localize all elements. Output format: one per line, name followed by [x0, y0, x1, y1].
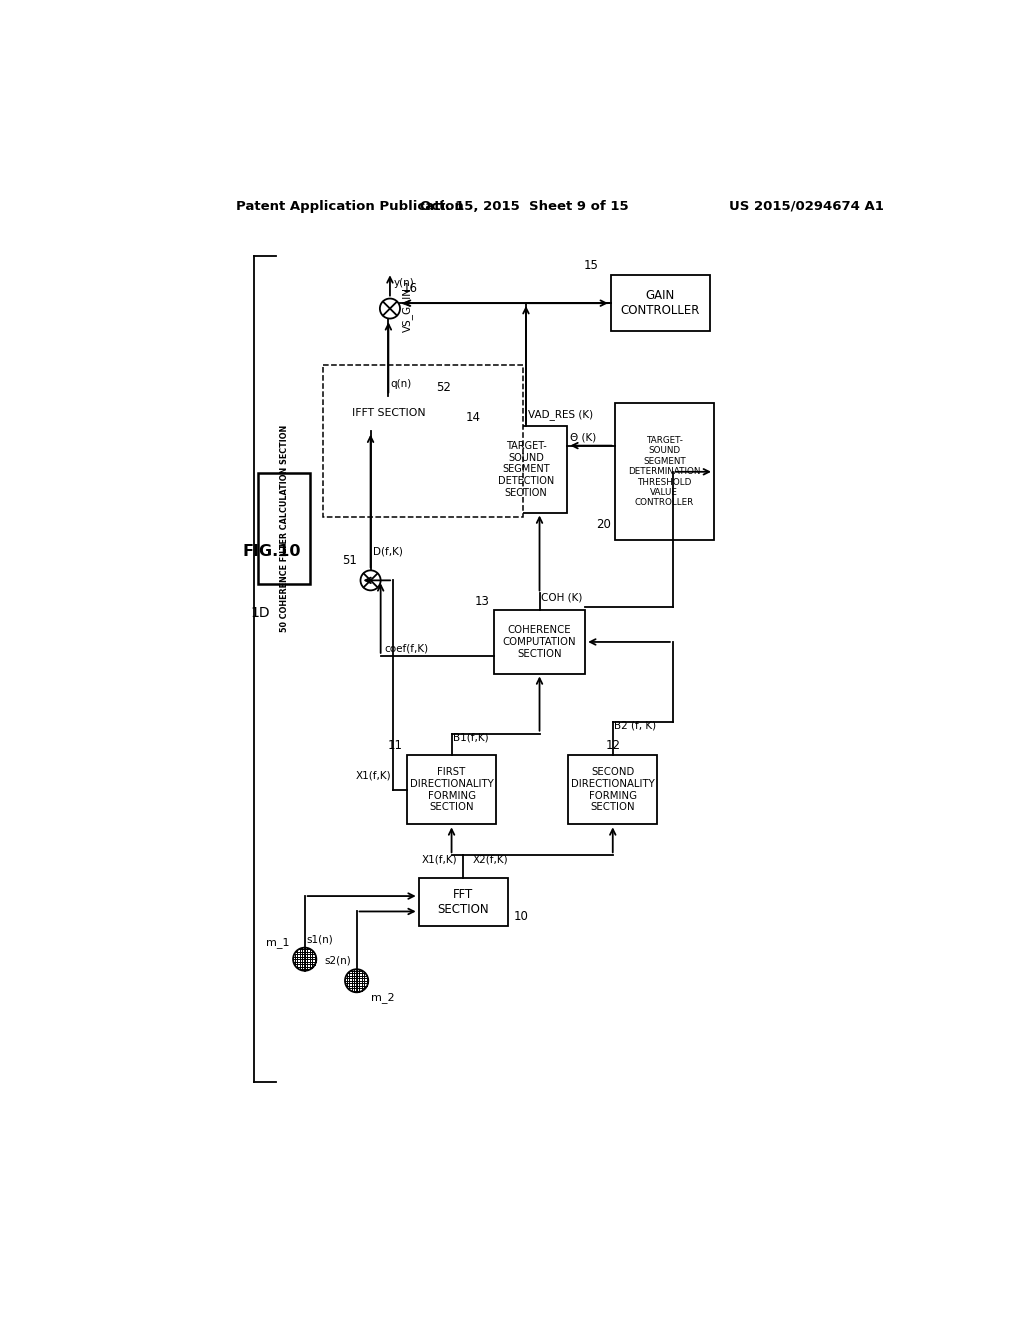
Text: coef(f,K): coef(f,K) — [385, 643, 429, 653]
Bar — [494, 610, 586, 673]
Text: m_1: m_1 — [265, 937, 289, 948]
Text: 14: 14 — [466, 411, 480, 424]
Text: 10: 10 — [514, 911, 528, 924]
Text: 51: 51 — [342, 554, 356, 566]
Bar — [614, 404, 714, 540]
Circle shape — [293, 948, 316, 970]
Bar — [407, 755, 496, 825]
Text: y(n): y(n) — [394, 279, 415, 288]
Text: 20: 20 — [596, 519, 611, 532]
Bar — [324, 364, 523, 517]
Text: B2 (f, K): B2 (f, K) — [614, 721, 656, 731]
Text: D(f,K): D(f,K) — [373, 546, 402, 556]
Text: COH (K): COH (K) — [541, 593, 583, 602]
Text: 1D: 1D — [251, 606, 270, 619]
Bar — [484, 426, 567, 512]
Text: TARGET-
SOUND
SEGMENT
DETECTION
SECTION: TARGET- SOUND SEGMENT DETECTION SECTION — [498, 441, 554, 498]
Text: 52: 52 — [435, 381, 451, 395]
Text: q(n): q(n) — [391, 379, 412, 389]
Text: COHERENCE
COMPUTATION
SECTION: COHERENCE COMPUTATION SECTION — [503, 626, 577, 659]
Bar — [568, 755, 657, 825]
Text: s2(n): s2(n) — [324, 956, 351, 966]
Text: B1(f,K): B1(f,K) — [453, 733, 488, 742]
Circle shape — [380, 298, 400, 318]
Text: m_2: m_2 — [371, 993, 394, 1003]
Text: s1(n): s1(n) — [306, 935, 333, 944]
Text: Θ (K): Θ (K) — [569, 433, 596, 444]
Text: FIRST
DIRECTIONALITY
FORMING
SECTION: FIRST DIRECTIONALITY FORMING SECTION — [410, 767, 494, 812]
Text: US 2015/0294674 A1: US 2015/0294674 A1 — [729, 199, 884, 213]
Text: 11: 11 — [388, 739, 403, 752]
Bar — [419, 878, 508, 927]
Text: GAIN
CONTROLLER: GAIN CONTROLLER — [621, 289, 700, 317]
Text: X1(f,K): X1(f,K) — [356, 771, 391, 781]
Text: 12: 12 — [605, 739, 621, 752]
Bar — [611, 276, 710, 331]
Text: Patent Application Publication: Patent Application Publication — [237, 199, 464, 213]
Circle shape — [360, 570, 381, 590]
Text: X1(f,K): X1(f,K) — [422, 854, 458, 865]
Text: 16: 16 — [402, 282, 418, 296]
Text: Oct. 15, 2015  Sheet 9 of 15: Oct. 15, 2015 Sheet 9 of 15 — [421, 199, 629, 213]
Text: 13: 13 — [475, 594, 489, 607]
Text: IFFT SECTION: IFFT SECTION — [351, 408, 425, 418]
Bar — [258, 473, 310, 585]
Text: FIG.10: FIG.10 — [243, 544, 301, 558]
Text: FFT
SECTION: FFT SECTION — [437, 888, 489, 916]
Text: VAD_RES (K): VAD_RES (K) — [528, 409, 594, 420]
Text: 50 COHERENCE FILTER CALCULATION SECTION: 50 COHERENCE FILTER CALCULATION SECTION — [280, 425, 289, 632]
Text: X2(f,K): X2(f,K) — [472, 854, 508, 865]
Text: 15: 15 — [584, 259, 599, 272]
Text: SECOND
DIRECTIONALITY
FORMING
SECTION: SECOND DIRECTIONALITY FORMING SECTION — [571, 767, 654, 812]
Text: VS_GAIN: VS_GAIN — [401, 288, 413, 333]
Text: TARGET-
SOUND
SEGMENT
DETERMINATION
THRESHOLD
VALUE
CONTROLLER: TARGET- SOUND SEGMENT DETERMINATION THRE… — [628, 436, 700, 507]
Bar — [345, 396, 432, 430]
Circle shape — [345, 969, 369, 993]
